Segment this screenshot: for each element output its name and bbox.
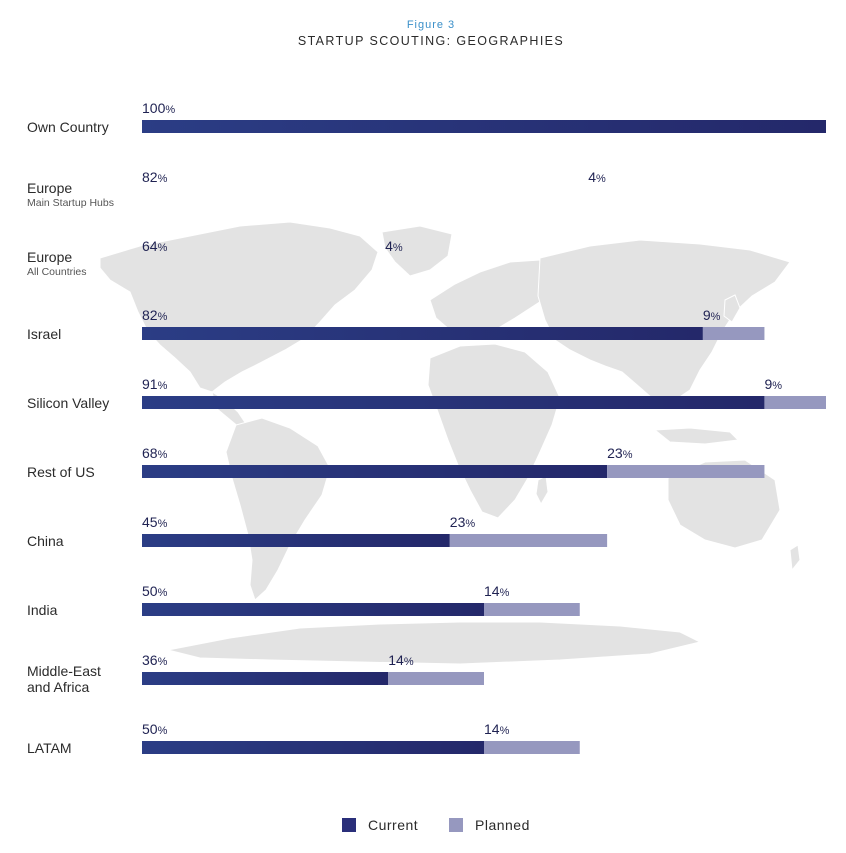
data-label-current: 50% xyxy=(142,583,168,599)
legend-item-planned: Planned xyxy=(449,817,530,833)
greenland-shape xyxy=(381,225,453,277)
data-label-current: 82% xyxy=(142,169,168,185)
data-label-current: 50% xyxy=(142,721,168,737)
bar-planned xyxy=(449,534,608,547)
japan-shape xyxy=(723,294,741,323)
data-label-current: 45% xyxy=(142,514,168,530)
chart-title: STARTUP SCOUTING: GEOGRAPHIES xyxy=(297,34,565,48)
indonesia-shape xyxy=(653,427,740,445)
data-label-planned: 4% xyxy=(385,238,403,254)
bar-current xyxy=(142,465,608,478)
category-sublabel: Main Startup Hubs xyxy=(27,197,114,209)
bar-current xyxy=(142,741,484,754)
category-label: China xyxy=(27,533,64,549)
bar-current xyxy=(142,327,703,340)
category-sublabel: All Countries xyxy=(27,266,87,278)
data-label-current: 100% xyxy=(142,100,175,116)
bar-planned xyxy=(764,396,826,409)
legend-swatch-current xyxy=(342,818,356,832)
data-label-planned: 23% xyxy=(607,445,633,461)
bar-current xyxy=(142,603,484,616)
asia-shape xyxy=(537,239,791,403)
legend-label-current: Current xyxy=(368,817,419,833)
category-label: Rest of US xyxy=(27,464,95,480)
category-label: Own Country xyxy=(27,119,109,135)
data-label-current: 64% xyxy=(142,238,168,254)
data-label-planned: 14% xyxy=(484,583,510,599)
bar-planned xyxy=(388,672,484,685)
category-label: LATAM xyxy=(27,740,72,756)
data-label-current: 68% xyxy=(142,445,168,461)
category-label: Europe xyxy=(27,180,72,196)
bar-planned xyxy=(702,327,765,340)
category-label: Middle-East xyxy=(27,663,101,679)
chart-legend: Current Planned xyxy=(0,817,846,837)
category-label: Europe xyxy=(27,249,72,265)
antarctica-shape xyxy=(167,621,702,665)
bar-current xyxy=(142,534,450,547)
data-label-planned: 23% xyxy=(450,514,476,530)
bar-planned xyxy=(484,741,580,754)
category-label: Silicon Valley xyxy=(27,395,109,411)
new-zealand-shape xyxy=(789,544,801,572)
legend-swatch-planned xyxy=(449,818,463,832)
legend-item-current: Current xyxy=(342,817,418,833)
figure-label: Figure 3 xyxy=(406,19,456,31)
bar-planned xyxy=(607,465,765,478)
bar-current xyxy=(142,396,765,409)
data-label-planned: 9% xyxy=(764,376,782,392)
australia-shape xyxy=(667,459,781,549)
bar-current xyxy=(142,120,826,133)
south-america-shape xyxy=(225,417,331,601)
data-label-planned: 14% xyxy=(388,652,414,668)
data-label-current: 82% xyxy=(142,307,168,323)
data-label-planned: 14% xyxy=(484,721,510,737)
north-america-shape xyxy=(99,221,379,393)
data-label-planned: 4% xyxy=(588,169,606,185)
bar-planned xyxy=(484,603,580,616)
data-label-current: 36% xyxy=(142,652,168,668)
category-label: Israel xyxy=(27,326,61,342)
data-label-current: 91% xyxy=(142,376,168,392)
legend-label-planned: Planned xyxy=(475,817,530,833)
category-label: India xyxy=(27,602,58,618)
category-label: and Africa xyxy=(27,679,89,695)
data-label-planned: 9% xyxy=(703,307,721,323)
bar-current xyxy=(142,672,389,685)
